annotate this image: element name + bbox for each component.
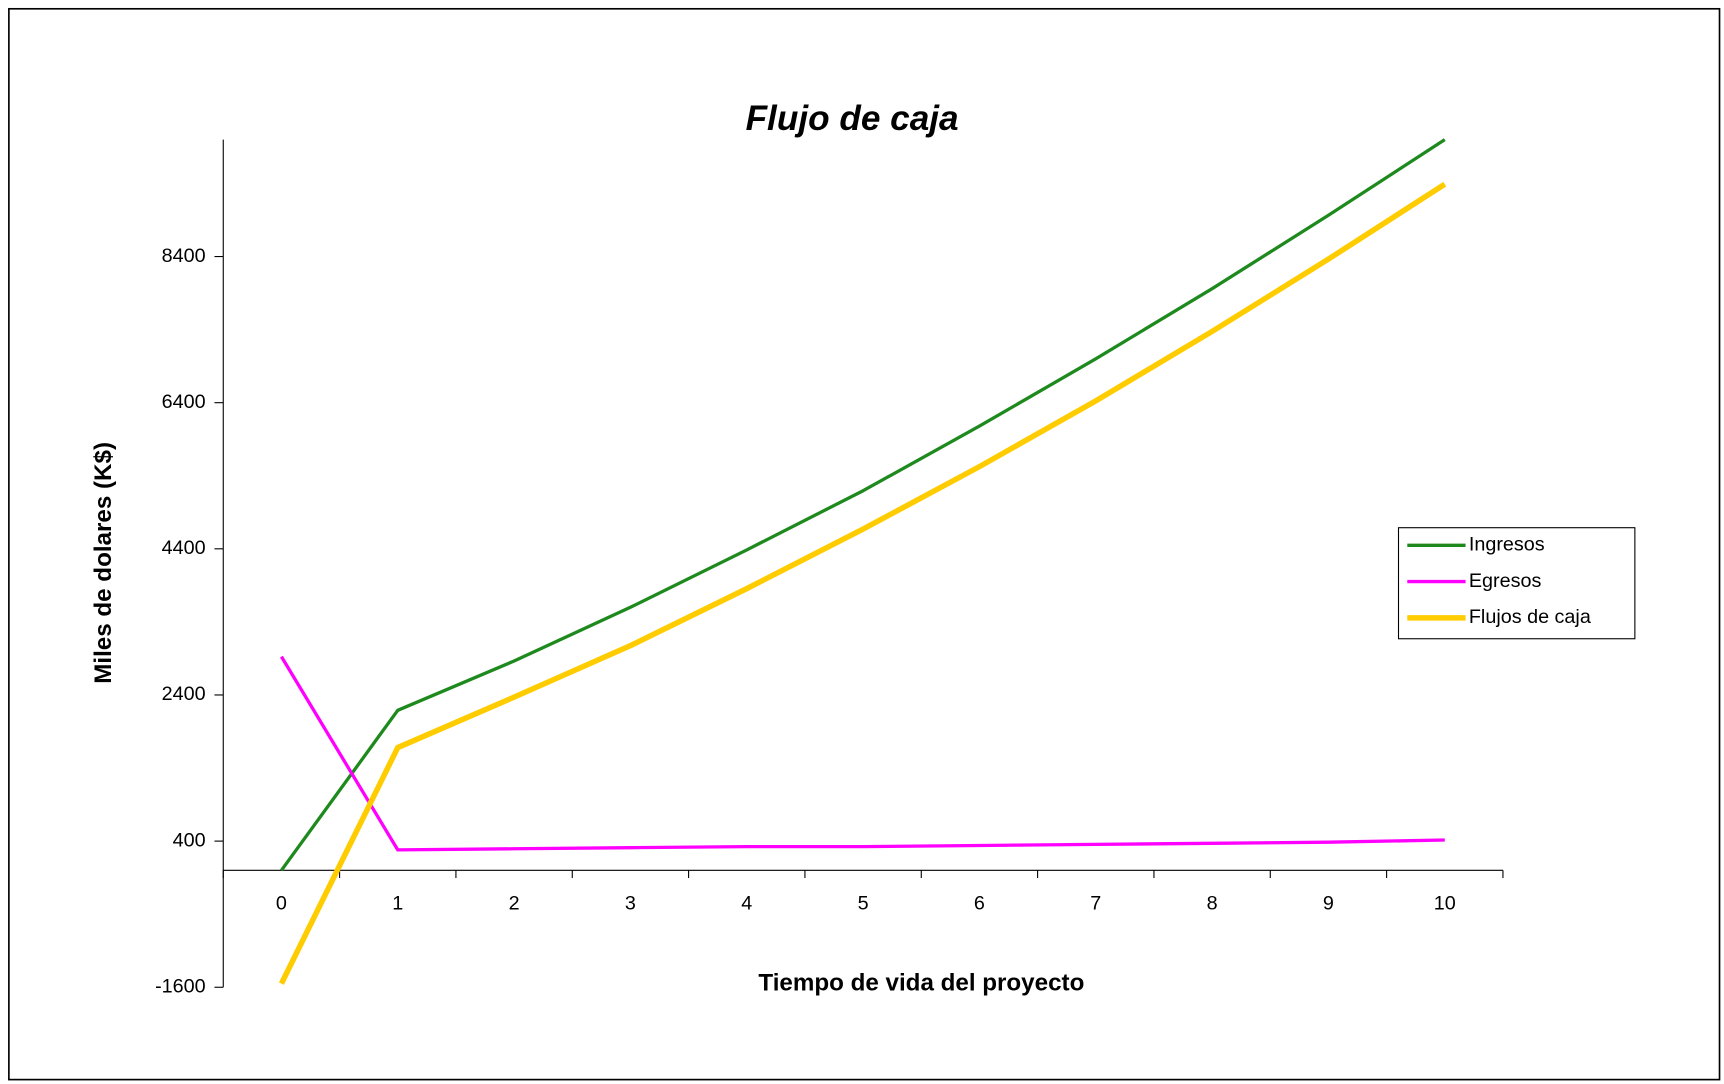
series-line: [280, 138, 1446, 872]
x-tick-label: 3: [625, 893, 636, 915]
y-tick-label: 8400: [162, 245, 206, 267]
legend-label: Egresos: [1469, 570, 1542, 592]
x-axis-label: Tiempo de vida del proyecto: [758, 969, 1084, 996]
y-axis-label: Miles de dolares (K$): [90, 442, 117, 684]
y-tick-label: 2400: [162, 683, 206, 705]
series-line: [280, 655, 1445, 852]
x-tick-label: 9: [1323, 893, 1334, 915]
x-tick-label: 4: [741, 893, 752, 915]
x-tick-label: 1: [392, 893, 403, 915]
x-tick-label: 0: [276, 893, 287, 915]
y-tick-label: 6400: [162, 391, 206, 413]
legend-label: Flujos de caja: [1469, 606, 1591, 628]
y-tick-label: -1600: [155, 975, 206, 997]
x-tick-label: 2: [509, 893, 520, 915]
series-line: [278, 181, 1447, 985]
x-tick-label: 10: [1434, 893, 1456, 915]
x-tick-label: 7: [1090, 893, 1101, 915]
y-tick-label: 400: [173, 829, 206, 851]
chart-title: Flujo de caja: [746, 99, 959, 138]
legend-label: Ingresos: [1469, 534, 1545, 556]
x-tick-label: 8: [1207, 893, 1218, 915]
y-tick-label: 4400: [162, 537, 206, 559]
x-tick-label: 6: [974, 893, 985, 915]
x-tick-label: 5: [858, 893, 869, 915]
